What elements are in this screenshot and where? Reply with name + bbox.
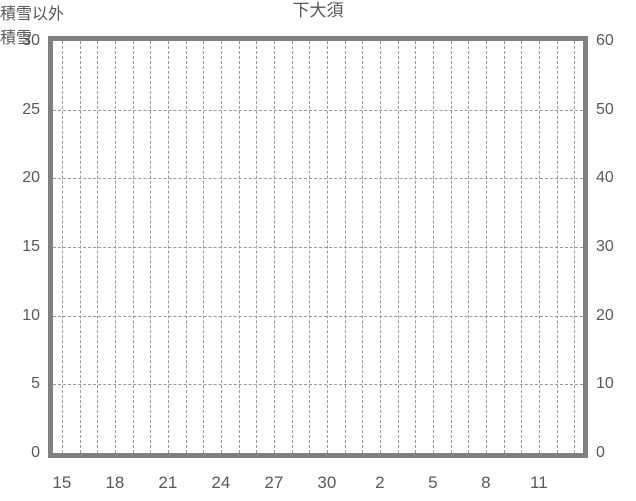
- plot-gridlines: [53, 41, 583, 453]
- right-axis-title: 積雪: [0, 30, 33, 47]
- plot-area: [48, 36, 588, 458]
- horizontal-gridline: [53, 315, 583, 317]
- right-axis-tick-label: 20: [596, 306, 614, 324]
- x-axis-tick-label: 5: [428, 473, 438, 492]
- left-axis-tick-label: 15: [22, 238, 40, 255]
- left-axis-title: 積雪以外: [0, 6, 65, 23]
- x-axis-tick-label: 2: [375, 473, 385, 492]
- left-axis-tick-label: 5: [31, 375, 40, 393]
- x-axis-tick-label: 18: [105, 473, 125, 492]
- left-axis-tick-label: 20: [22, 169, 40, 187]
- x-axis-tick-label: 24: [211, 473, 231, 492]
- horizontal-gridline: [53, 384, 583, 386]
- x-axis-tick-label: 15: [52, 473, 72, 492]
- horizontal-gridline: [53, 178, 583, 180]
- x-axis-tick-label: 8: [481, 473, 491, 492]
- right-axis-tick-label: 0: [596, 444, 605, 461]
- right-axis-tick-label: 30: [596, 238, 614, 255]
- left-axis-tick-label: 0: [31, 444, 40, 461]
- right-axis-tick-label: 40: [596, 169, 614, 187]
- x-axis-tick-label: 11: [530, 473, 548, 492]
- x-axis-tick-label: 27: [264, 473, 284, 492]
- horizontal-gridline: [53, 109, 583, 111]
- right-axis-tick-label: 10: [596, 375, 614, 393]
- x-axis-tick-label: 30: [317, 473, 337, 492]
- chart-title: 下大須: [292, 1, 344, 20]
- x-axis-tick-label: 21: [158, 473, 178, 492]
- left-axis-tick-label: 10: [22, 306, 40, 324]
- left-axis-tick-label: 25: [22, 100, 40, 118]
- right-axis-tick-label: 50: [596, 100, 614, 118]
- horizontal-gridline: [53, 247, 583, 248]
